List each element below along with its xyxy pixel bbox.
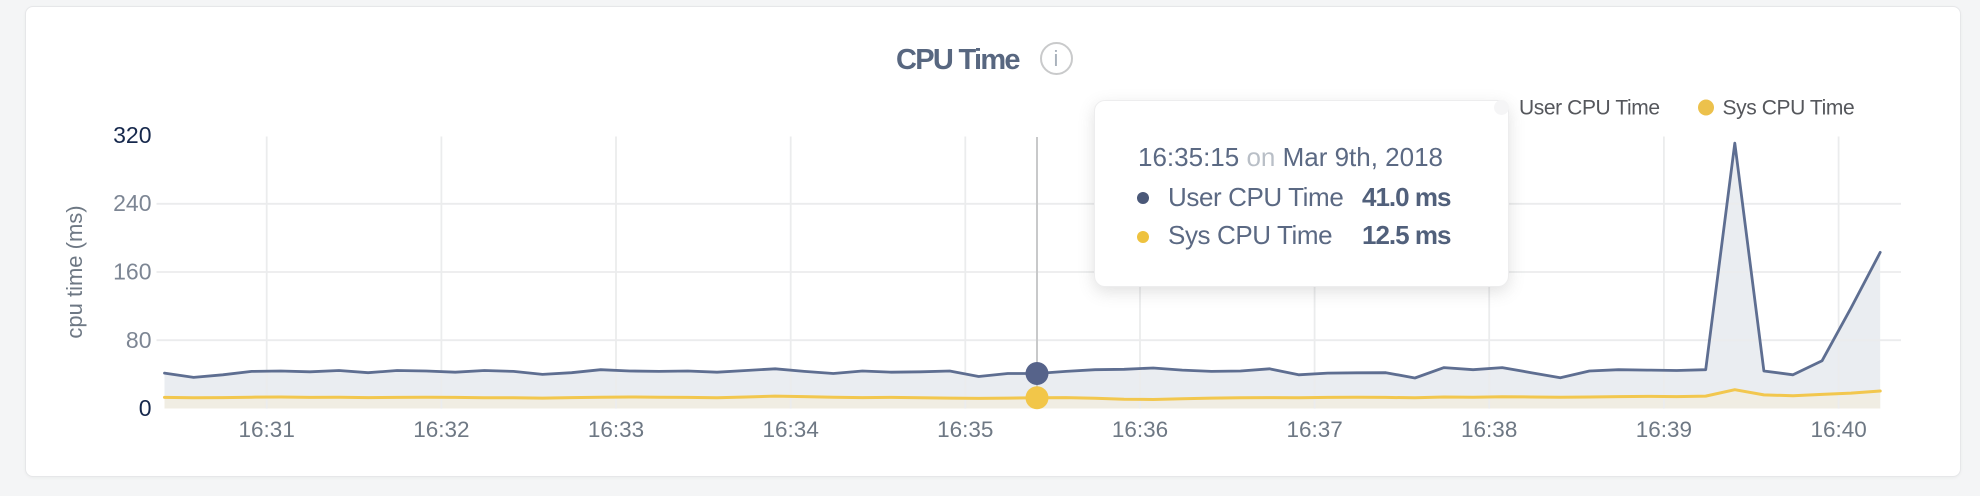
svg-text:0: 0 bbox=[139, 395, 152, 421]
svg-text:Sys CPU Time: Sys CPU Time bbox=[1723, 97, 1855, 120]
svg-text:16:32: 16:32 bbox=[413, 417, 469, 442]
svg-text:160: 160 bbox=[113, 259, 151, 285]
svg-text:16:33: 16:33 bbox=[588, 417, 644, 442]
svg-text:16:40: 16:40 bbox=[1810, 417, 1866, 442]
svg-text:16:39: 16:39 bbox=[1636, 417, 1692, 442]
svg-text:16:31: 16:31 bbox=[239, 417, 295, 442]
svg-text:16:36: 16:36 bbox=[1112, 417, 1168, 442]
svg-text:16:35: 16:35 bbox=[937, 417, 993, 442]
svg-text:240: 240 bbox=[113, 190, 151, 216]
svg-text:16:34: 16:34 bbox=[763, 417, 819, 442]
svg-text:320: 320 bbox=[113, 122, 151, 148]
svg-text:16:38: 16:38 bbox=[1461, 417, 1517, 442]
svg-text:16:37: 16:37 bbox=[1286, 417, 1342, 442]
svg-text:User CPU Time: User CPU Time bbox=[1519, 97, 1660, 120]
svg-text:80: 80 bbox=[126, 327, 152, 353]
svg-text:cpu time (ms): cpu time (ms) bbox=[62, 205, 87, 338]
